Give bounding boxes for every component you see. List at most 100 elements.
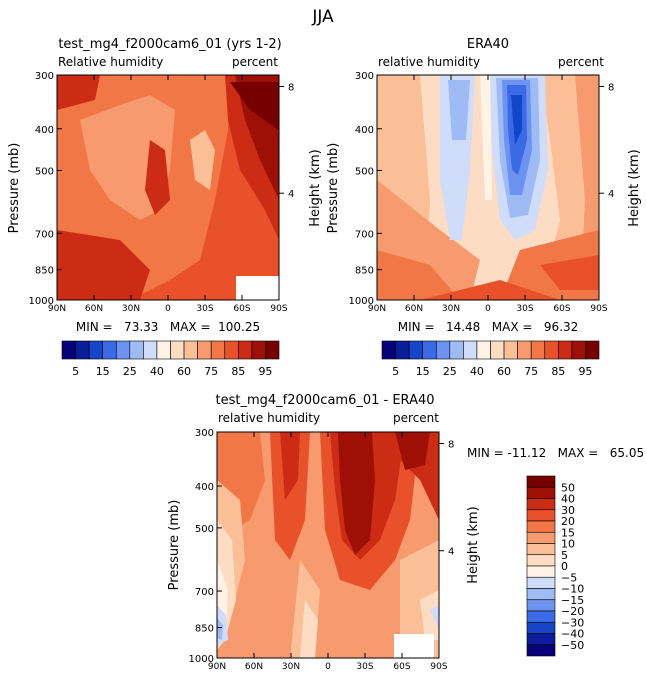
panel-left-label: relative humidity bbox=[378, 55, 480, 69]
colorbar-swatch bbox=[526, 576, 556, 589]
y-tick-label: 700 bbox=[195, 587, 214, 598]
colorbar-label: −10 bbox=[561, 583, 584, 596]
y2-axis-title: Height (km) bbox=[466, 506, 481, 583]
x-axis: 90N 60N 30N 0 30S 60S 90S bbox=[48, 75, 288, 314]
y-tick-label: 500 bbox=[195, 524, 214, 535]
x-tick-label: 30N bbox=[442, 304, 460, 314]
colorbar-swatch bbox=[503, 340, 518, 360]
colorbar-label: 95 bbox=[258, 365, 272, 378]
colorbar-label: 15 bbox=[561, 526, 575, 539]
colorbar-swatch bbox=[143, 340, 158, 360]
colorbar-label: 20 bbox=[561, 515, 575, 528]
colorbar-label: −40 bbox=[561, 628, 584, 641]
colorbar-swatch bbox=[197, 340, 212, 360]
colorbar-swatch bbox=[526, 610, 556, 623]
colorbar-swatch bbox=[156, 340, 171, 360]
colorbar-swatch bbox=[422, 340, 437, 360]
x-tick-label: 60S bbox=[393, 662, 410, 672]
colorbar-swatch bbox=[265, 340, 280, 360]
panel-era40: ERA40 relative humidity percent 90N 60N 30… bbox=[326, 37, 642, 334]
y2-axis: 84 bbox=[279, 82, 294, 200]
colorbar-swatch bbox=[526, 565, 556, 578]
colorbar-label: −50 bbox=[561, 639, 584, 652]
colorbar-label: 0 bbox=[561, 560, 568, 573]
colorbar-swatch bbox=[526, 599, 556, 612]
panel-title: ERA40 bbox=[467, 37, 509, 52]
y-tick-label: 300 bbox=[355, 71, 374, 82]
colorbar-swatch bbox=[102, 340, 117, 360]
y-axis: 300 400 500 700 850 1000 bbox=[189, 428, 222, 665]
colorbar-swatch bbox=[210, 340, 226, 360]
colorbar-swatch bbox=[75, 340, 90, 360]
colorbar-swatch bbox=[526, 588, 556, 601]
colorbar-swatch bbox=[517, 340, 532, 360]
colorbar-swatch bbox=[530, 340, 546, 360]
x-axis: 90N 60N 30N 0 30S 60S 90S bbox=[368, 75, 608, 314]
y2-axis: 84 bbox=[599, 82, 614, 200]
colorbar-swatch bbox=[251, 340, 266, 360]
y-tick-label: 700 bbox=[35, 229, 54, 240]
colorbar-label: 40 bbox=[150, 365, 164, 378]
x-tick-label: 90N bbox=[48, 304, 66, 314]
colorbar-swatch bbox=[526, 543, 556, 556]
colorbar-label: 60 bbox=[497, 365, 511, 378]
colorbar-label: 30 bbox=[561, 504, 575, 517]
y-tick-label: 300 bbox=[195, 428, 214, 439]
colorbar-label: 50 bbox=[561, 481, 575, 494]
colorbar-swatch bbox=[526, 621, 556, 634]
x-tick-label: 0 bbox=[325, 662, 331, 672]
y-axis-title: Pressure (mb) bbox=[326, 143, 341, 234]
colorbar-label: 85 bbox=[551, 365, 565, 378]
y-tick-label: 400 bbox=[355, 125, 374, 136]
y-tick-label: 1000 bbox=[189, 654, 214, 665]
x-tick-label: 60S bbox=[553, 304, 570, 314]
y-tick-label: 1000 bbox=[29, 296, 54, 307]
y2-tick-label: 8 bbox=[608, 82, 614, 93]
colorbar-swatch bbox=[526, 498, 556, 511]
x-tick-label: 90N bbox=[368, 304, 386, 314]
colorbar-swatch bbox=[170, 340, 185, 360]
y-tick-label: 850 bbox=[35, 266, 54, 277]
colorbar-swatch bbox=[526, 520, 556, 533]
x-tick-label: 30N bbox=[282, 662, 300, 672]
colorbar-label: 85 bbox=[231, 365, 245, 378]
colorbar-swatch bbox=[490, 340, 505, 360]
y-tick-label: 850 bbox=[195, 623, 214, 634]
x-tick-label: 90S bbox=[430, 662, 447, 672]
colorbar-label: 40 bbox=[561, 493, 575, 506]
colorbar-label: 10 bbox=[561, 538, 575, 551]
stats-text: MIN = 14.48 MAX = 96.32 bbox=[398, 320, 578, 334]
heatmap-field bbox=[377, 75, 599, 300]
x-tick-label: 60N bbox=[405, 304, 423, 314]
y2-axis-title: Height (km) bbox=[308, 149, 323, 226]
colorbar-label: −20 bbox=[561, 605, 584, 618]
colorbar-swatch bbox=[526, 644, 556, 657]
y-tick-label: 850 bbox=[355, 266, 374, 277]
y-tick-label: 400 bbox=[35, 125, 54, 136]
colorbar-swatch bbox=[61, 340, 76, 360]
colorbar-label: −30 bbox=[561, 616, 584, 629]
colorbar-swatch bbox=[526, 633, 556, 646]
y2-tick-label: 4 bbox=[608, 189, 614, 200]
panel-units-label: percent bbox=[558, 55, 604, 69]
x-tick-label: 90S bbox=[590, 304, 607, 314]
y2-axis-title: Height (km) bbox=[627, 149, 642, 226]
colorbar-swatch bbox=[571, 340, 586, 360]
y-tick-label: 400 bbox=[195, 482, 214, 493]
x-tick-label: 30S bbox=[356, 662, 373, 672]
colorbar-swatch bbox=[183, 340, 198, 360]
colorbar-label: 25 bbox=[443, 365, 457, 378]
y-axis: 300 400 500 700 850 1000 bbox=[349, 71, 382, 307]
y2-axis: 84 bbox=[439, 439, 454, 558]
colorbar-swatch bbox=[449, 340, 464, 360]
colorbar-label: −15 bbox=[561, 594, 584, 607]
y-axis-title: Pressure (mb) bbox=[167, 500, 182, 591]
colorbar-swatch bbox=[526, 509, 556, 522]
heatmap-field bbox=[57, 75, 279, 300]
x-tick-label: 60S bbox=[233, 304, 250, 314]
x-axis: 90N 60N 30N 0 30S 60S 90S bbox=[208, 432, 448, 672]
colorbar-swatch bbox=[463, 340, 478, 360]
heatmap-field bbox=[217, 432, 439, 658]
x-tick-label: 0 bbox=[165, 304, 171, 314]
x-tick-label: 30S bbox=[196, 304, 213, 314]
